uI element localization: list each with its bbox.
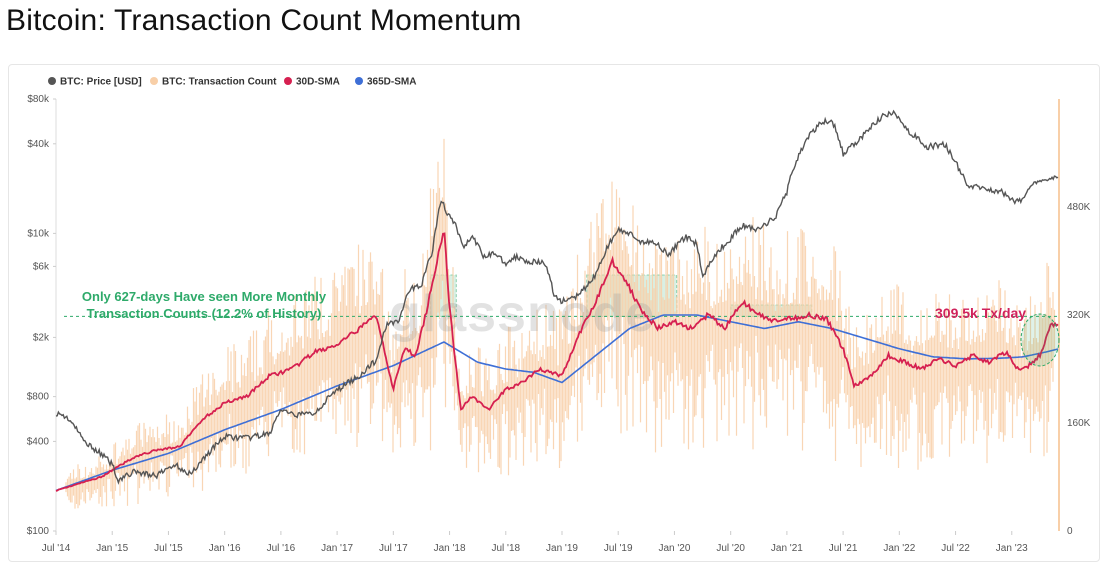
right-tick-label: 480K xyxy=(1067,202,1091,213)
legend-item-30d-sma[interactable]: 30D-SMA xyxy=(284,77,340,88)
left-tick-label: $2k xyxy=(33,332,50,343)
left-tick-label: $80k xyxy=(27,94,50,105)
x-tick-label: Jul '20 xyxy=(716,543,745,554)
x-tick-label: Jul '18 xyxy=(491,543,520,554)
x-tick-label: Jul '21 xyxy=(829,543,858,554)
series-line-365d-sma xyxy=(55,314,1059,492)
x-tick-label: Jan '21 xyxy=(771,543,803,554)
x-tick-label: Jan '18 xyxy=(434,543,466,554)
left-tick-label: $10k xyxy=(27,228,50,239)
left-tick-label: $40k xyxy=(27,139,50,150)
legend: BTC: Price [USD] BTC: Transaction Count … xyxy=(48,77,416,88)
watermark: glassnode xyxy=(389,285,655,343)
legend-item-365d-sma[interactable]: 365D-SMA xyxy=(355,77,416,88)
left-tick-label: $100 xyxy=(27,526,50,537)
left-axis-ticks: $80k $40k $10k $6k $2k $800 $400 $100 xyxy=(27,94,56,537)
x-tick-label: Jul '17 xyxy=(379,543,408,554)
page-title: Bitcoin: Transaction Count Momentum xyxy=(6,4,522,37)
x-tick-label: Jul '14 xyxy=(42,543,71,554)
right-tick-label: 320K xyxy=(1067,310,1091,321)
x-tick-label: Jan '23 xyxy=(996,543,1028,554)
legend-swatch-txcount xyxy=(150,77,158,85)
x-tick-label: Jul '19 xyxy=(604,543,633,554)
legend-item-price[interactable]: BTC: Price [USD] xyxy=(48,77,142,88)
legend-label-price: BTC: Price [USD] xyxy=(60,77,142,88)
left-tick-label: $400 xyxy=(27,436,50,447)
x-tick-label: Jul '15 xyxy=(154,543,183,554)
x-tick-label: Jan '19 xyxy=(546,543,578,554)
right-tick-label: 0 xyxy=(1067,526,1073,537)
x-tick-label: Jan '15 xyxy=(96,543,128,554)
legend-swatch-30d-sma xyxy=(284,77,292,85)
x-axis-ticks: Jul '14 Jan '15 Jul '15 Jan '16 Jul '16 Jan '… xyxy=(42,531,1028,554)
annotation-threshold-line1: Only 627-days Have seen More Monthly xyxy=(82,289,327,304)
series-line-30d-sma xyxy=(55,232,1059,492)
right-axis-ticks: 480K 320K 160K 0 xyxy=(1067,202,1091,537)
x-tick-label: Jan '17 xyxy=(321,543,353,554)
annotation-threshold-line2: Transaction Counts (12.2% of History) xyxy=(87,306,322,321)
left-tick-label: $800 xyxy=(27,392,50,403)
legend-swatch-365d-sma xyxy=(355,77,363,85)
chart-panel: BTC: Price [USD] BTC: Transaction Count … xyxy=(8,64,1100,562)
series-line-price xyxy=(55,109,1059,485)
right-tick-label: 160K xyxy=(1067,418,1091,429)
chart-svg: BTC: Price [USD] BTC: Transaction Count … xyxy=(27,77,1091,555)
legend-swatch-price xyxy=(48,77,56,85)
x-tick-label: Jul '22 xyxy=(941,543,970,554)
annotation-current-value: 309.5k Tx/day xyxy=(935,305,1026,321)
legend-label-365d-sma: 365D-SMA xyxy=(367,77,416,88)
x-tick-label: Jul '16 xyxy=(267,543,296,554)
legend-item-txcount[interactable]: BTC: Transaction Count xyxy=(150,77,277,88)
legend-label-txcount: BTC: Transaction Count xyxy=(162,77,277,88)
x-tick-label: Jan '20 xyxy=(658,543,690,554)
left-tick-label: $6k xyxy=(33,261,50,272)
x-tick-label: Jan '22 xyxy=(883,543,915,554)
current-highlight-ellipse xyxy=(1020,313,1060,367)
legend-label-30d-sma: 30D-SMA xyxy=(296,77,340,88)
x-tick-label: Jan '16 xyxy=(209,543,241,554)
